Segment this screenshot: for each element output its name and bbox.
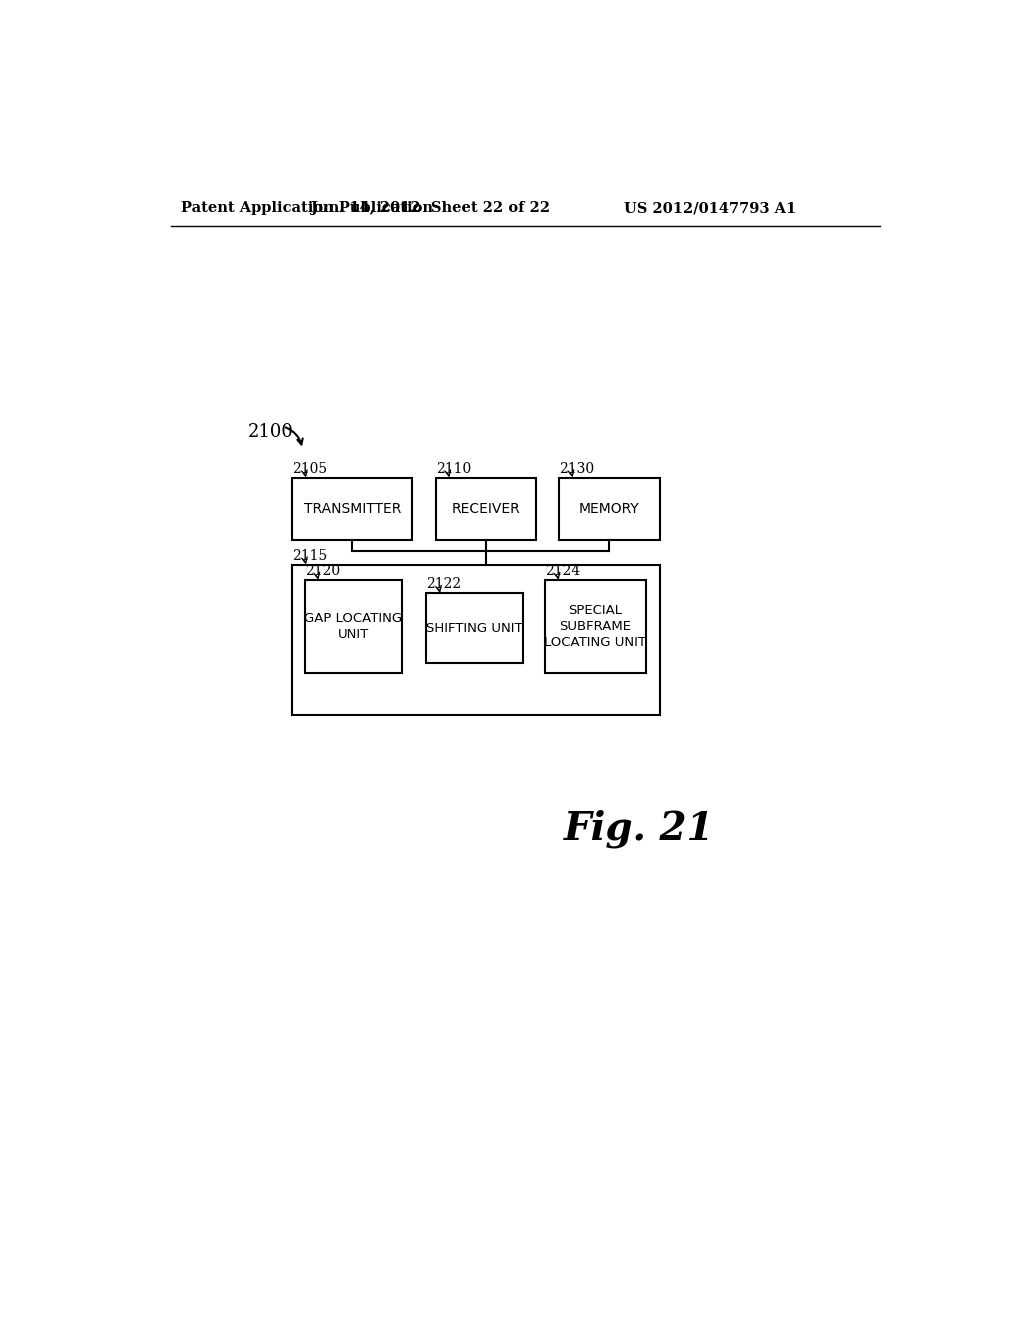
Bar [292,478,413,540]
Bar [426,594,523,663]
Text: GAP LOCATING
UNIT: GAP LOCATING UNIT [304,612,402,642]
Text: 2110: 2110 [435,462,471,475]
Bar [305,581,401,673]
Text: SHIFTING UNIT: SHIFTING UNIT [427,622,523,635]
Text: Jun. 14, 2012  Sheet 22 of 22: Jun. 14, 2012 Sheet 22 of 22 [310,202,550,215]
Text: RECEIVER: RECEIVER [452,502,520,516]
Text: 2100: 2100 [248,422,294,441]
Text: MEMORY: MEMORY [579,502,640,516]
Text: 2115: 2115 [292,549,328,562]
Text: TRANSMITTER: TRANSMITTER [304,502,401,516]
Text: 2130: 2130 [559,462,594,475]
Text: US 2012/0147793 A1: US 2012/0147793 A1 [624,202,797,215]
Bar [435,478,537,540]
Text: 2105: 2105 [292,462,328,475]
Text: 2124: 2124 [545,564,581,578]
Text: SPECIAL
SUBFRAME
LOCATING UNIT: SPECIAL SUBFRAME LOCATING UNIT [545,605,646,649]
Bar [545,581,646,673]
Text: Patent Application Publication: Patent Application Publication [180,202,433,215]
Bar [292,565,659,715]
Text: Fig. 21: Fig. 21 [564,809,715,847]
Text: 2120: 2120 [305,564,340,578]
Text: 2122: 2122 [426,577,462,591]
Bar [559,478,659,540]
